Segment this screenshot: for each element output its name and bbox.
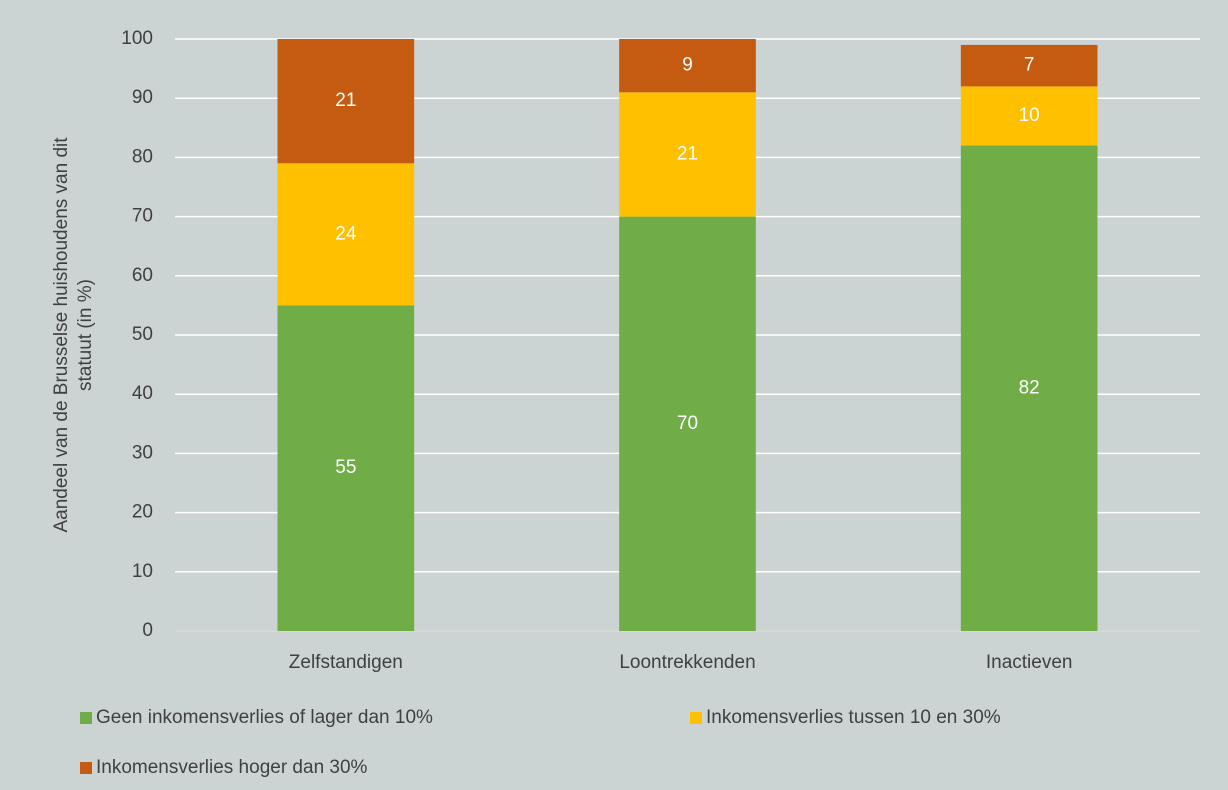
data-label: 7 — [1024, 55, 1035, 76]
y-tick-label: 70 — [132, 206, 153, 227]
data-label: 24 — [335, 223, 357, 244]
bar-segment — [960, 86, 1098, 146]
y-tick-label: 20 — [132, 502, 153, 523]
legend-label: Geen inkomensverlies of lager dan 10% — [96, 707, 433, 728]
data-label: 10 — [1019, 105, 1040, 126]
bar-segment — [619, 39, 756, 93]
y-axis-label: statuut (in %) — [75, 279, 96, 391]
bar-segment — [619, 92, 756, 217]
y-tick-label: 0 — [142, 620, 153, 641]
legend-swatch — [80, 762, 92, 774]
y-tick-label: 60 — [132, 265, 153, 286]
data-label: 21 — [677, 143, 698, 164]
legend-label: Inkomensverlies hoger dan 30% — [96, 757, 368, 778]
data-label: 82 — [1019, 377, 1040, 398]
y-tick-label: 90 — [132, 87, 153, 108]
data-label: 9 — [682, 55, 693, 76]
y-tick-label: 40 — [132, 383, 153, 404]
data-label: 55 — [335, 457, 356, 478]
legend-swatch — [690, 712, 702, 724]
x-tick-label: Zelfstandigen — [289, 652, 403, 673]
bar-segment — [960, 44, 1098, 87]
bar-segment — [277, 163, 415, 306]
y-axis-label: Aandeel van de Brusselse huishoudens van… — [51, 137, 72, 533]
bar-segment — [277, 39, 415, 164]
y-tick-label: 10 — [132, 561, 153, 582]
bar-segment — [619, 216, 756, 631]
legend-label: Inkomensverlies tussen 10 en 30% — [706, 707, 1001, 728]
data-label: 21 — [335, 90, 356, 111]
y-tick-label: 50 — [132, 324, 153, 345]
y-tick-label: 30 — [132, 442, 153, 463]
x-tick-label: Loontrekkenden — [619, 652, 755, 673]
bar-segment — [960, 145, 1098, 631]
legend-swatch — [80, 712, 92, 724]
x-tick-label: Inactieven — [986, 652, 1073, 673]
y-tick-label: 80 — [132, 146, 153, 167]
y-tick-label: 100 — [121, 28, 153, 49]
data-label: 70 — [677, 413, 698, 434]
bar-segment — [277, 305, 415, 631]
